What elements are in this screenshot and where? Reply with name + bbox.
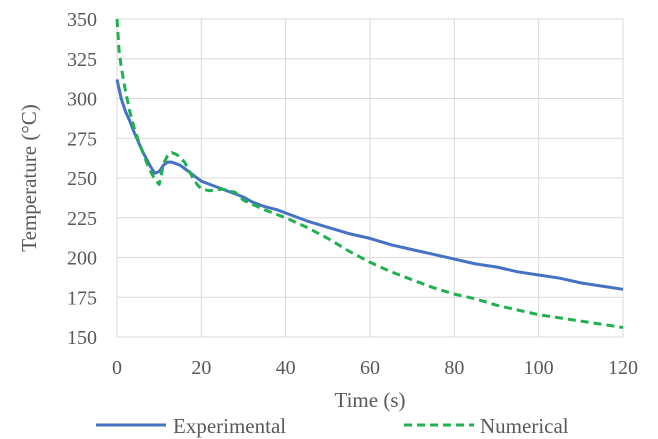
y-tick-labels: 150 175 200 225 250 275 300 325 350 xyxy=(67,9,97,349)
y-tick-label: 225 xyxy=(67,208,97,230)
legend: Experimental Numerical xyxy=(96,414,569,438)
x-tick-label: 80 xyxy=(444,357,464,379)
y-tick-label: 300 xyxy=(67,89,97,111)
x-tick-label: 60 xyxy=(360,357,380,379)
legend-label-experimental: Experimental xyxy=(173,414,286,438)
y-tick-label: 325 xyxy=(67,49,97,71)
x-axis-title: Time (s) xyxy=(335,388,406,412)
legend-label-numerical: Numerical xyxy=(480,414,569,438)
grid-lines xyxy=(116,18,624,338)
y-axis-title: Temperature (°C) xyxy=(17,104,41,251)
x-tick-label: 100 xyxy=(524,357,554,379)
x-tick-label: 120 xyxy=(608,357,638,379)
y-tick-label: 150 xyxy=(67,327,97,349)
x-tick-label: 40 xyxy=(276,357,296,379)
x-tick-labels: 0 20 40 60 80 100 120 xyxy=(112,357,638,379)
plot-area xyxy=(115,18,624,329)
x-tick-label: 20 xyxy=(191,357,211,379)
x-tick-label: 0 xyxy=(112,357,122,379)
y-tick-label: 175 xyxy=(67,287,97,309)
y-tick-label: 350 xyxy=(67,9,97,31)
y-tick-label: 275 xyxy=(67,128,97,150)
series-line-numerical xyxy=(115,18,624,329)
y-tick-label: 200 xyxy=(67,248,97,270)
y-tick-label: 250 xyxy=(67,168,97,190)
